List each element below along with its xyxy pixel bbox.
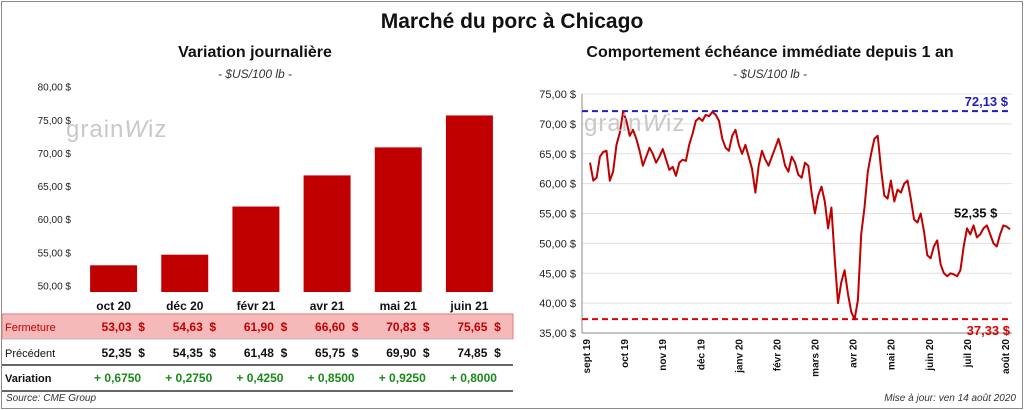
table-cell: 54,63 <box>173 320 203 334</box>
table-cell: 66,60 <box>315 320 345 334</box>
bar <box>90 265 138 292</box>
table-cell-currency: $ <box>423 320 430 334</box>
bar <box>303 175 351 292</box>
table-cell-currency: $ <box>494 346 501 360</box>
bar <box>445 115 493 292</box>
line-x-tick-label: juin 20 <box>925 339 936 372</box>
bar-x-tick-label: déc 20 <box>166 299 204 313</box>
table-cell-currency: $ <box>494 320 501 334</box>
table-cell: + 0,2750 <box>165 371 212 385</box>
table-row-label: Précédent <box>5 348 55 360</box>
table-cell-currency: $ <box>281 320 288 334</box>
fermeture-row-bg <box>1 313 514 340</box>
update-note: Mise à jour: ven 14 août 2020 <box>884 393 1016 404</box>
table-cell: 75,65 <box>457 320 487 334</box>
page-title: Marché du porc à Chicago <box>380 10 644 33</box>
table-row-label: Fermeture <box>5 322 56 334</box>
table-cell: + 0,4250 <box>236 371 283 385</box>
max-value-label: 72,13 $ <box>965 94 1009 109</box>
bar-x-tick-label: avr 21 <box>310 299 345 313</box>
line-x-tick-label: nov 19 <box>658 339 669 371</box>
line-y-tick-label: 45,00 $ <box>539 268 576 280</box>
line-y-tick-label: 65,00 $ <box>539 149 576 161</box>
table-cell: 61,48 <box>244 346 274 360</box>
line-chart-title: Comportement échéance immédiate depuis 1… <box>586 44 954 61</box>
line-x-tick-label: mars 20 <box>811 339 822 377</box>
table-cell-currency: $ <box>423 346 430 360</box>
line-x-tick-label: mai 20 <box>887 339 898 371</box>
line-x-tick-label: oct 19 <box>620 339 631 368</box>
table-cell: 53,03 <box>102 320 132 334</box>
table-cell-currency: $ <box>281 346 288 360</box>
bar-x-tick-label: oct 20 <box>96 299 131 313</box>
table-cell: 54,35 <box>173 346 203 360</box>
bar-y-tick-label: 70,00 $ <box>38 149 72 160</box>
line-x-tick-label: févr 20 <box>772 339 783 372</box>
table-cell-currency: $ <box>138 320 145 334</box>
table-cell: + 0,8000 <box>450 371 497 385</box>
table-cell: + 0,9250 <box>379 371 426 385</box>
line-x-tick-label: avr 20 <box>849 339 860 368</box>
table-cell: 69,90 <box>386 346 416 360</box>
bar-chart-title: Variation journalière <box>178 44 332 61</box>
table-cell: 70,83 <box>386 320 416 334</box>
bar-y-tick-label: 60,00 $ <box>38 215 72 226</box>
table-cell: + 0,8500 <box>308 371 355 385</box>
line-y-tick-label: 50,00 $ <box>539 238 576 250</box>
bar-chart-unit: - $US/100 lb - <box>217 67 293 81</box>
bar-x-tick-label: mai 21 <box>380 299 418 313</box>
table-row-label: Variation <box>5 373 52 385</box>
watermark-right: grainWiz <box>584 110 686 137</box>
source-note: Source: CME Group <box>6 393 97 404</box>
table-cell: + 0,6750 <box>94 371 141 385</box>
table-cell: 65,75 <box>315 346 345 360</box>
table-cell: 52,35 <box>102 346 132 360</box>
bar-x-tick-label: juin 21 <box>449 299 488 313</box>
line-y-tick-label: 55,00 $ <box>539 209 576 221</box>
watermark-left: grainWiz <box>66 116 168 143</box>
last-value-label: 52,35 $ <box>954 205 998 220</box>
line-y-tick-label: 35,00 $ <box>539 328 576 340</box>
bar-y-tick-label: 65,00 $ <box>38 182 72 193</box>
line-x-tick-label: juil 20 <box>963 339 974 369</box>
bar <box>374 147 422 292</box>
line-y-tick-label: 40,00 $ <box>539 298 576 310</box>
bar-y-tick-label: 80,00 $ <box>38 83 72 94</box>
price-series-line <box>589 110 1011 321</box>
line-y-tick-label: 75,00 $ <box>539 89 576 101</box>
line-chart-unit: - $US/100 lb - <box>732 67 808 81</box>
bar <box>232 206 280 292</box>
line-x-tick-label: sept 19 <box>582 339 593 374</box>
line-x-tick-label: août 20 <box>1001 339 1012 374</box>
line-x-tick-label: janv 20 <box>734 339 745 374</box>
bar <box>161 254 209 292</box>
table-cell-currency: $ <box>209 320 216 334</box>
line-y-tick-label: 70,00 $ <box>539 119 576 131</box>
line-x-tick-label: déc 19 <box>696 339 707 371</box>
line-y-tick-label: 60,00 $ <box>539 179 576 191</box>
table-cell: 74,85 <box>457 346 487 360</box>
bar-y-tick-label: 55,00 $ <box>38 248 72 259</box>
table-cell-currency: $ <box>209 346 216 360</box>
table-cell-currency: $ <box>138 346 145 360</box>
bar-y-tick-label: 75,00 $ <box>38 116 72 127</box>
table-cell-currency: $ <box>352 320 359 334</box>
bar-y-tick-label: 50,00 $ <box>38 281 72 292</box>
min-value-label: 37,33 $ <box>967 323 1011 338</box>
table-cell-currency: $ <box>352 346 359 360</box>
bar-x-tick-label: févr 21 <box>237 299 276 313</box>
table-cell: 61,90 <box>244 320 274 334</box>
